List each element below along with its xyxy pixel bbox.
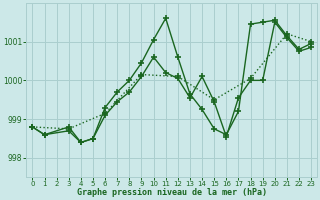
X-axis label: Graphe pression niveau de la mer (hPa): Graphe pression niveau de la mer (hPa) [77,188,267,197]
